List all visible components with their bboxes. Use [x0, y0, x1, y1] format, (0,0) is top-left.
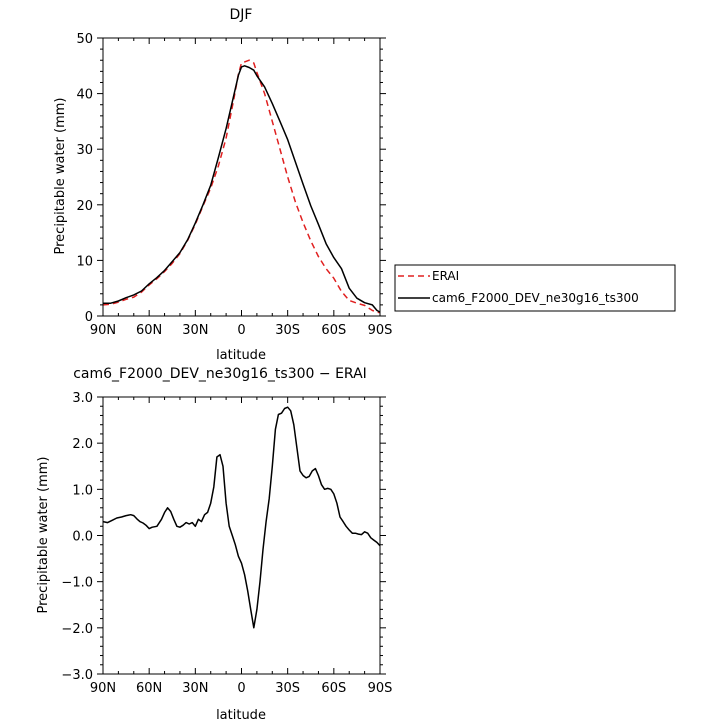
- y-tick-label: 50: [76, 32, 93, 47]
- y-tick-label: 0.0: [72, 530, 93, 545]
- x-tick-label: 60N: [136, 323, 162, 338]
- bottom-y-axis-label: Precipitable water (mm): [36, 457, 51, 614]
- x-tick-label: 90S: [368, 323, 393, 338]
- bottom-chart-title: cam6_F2000_DEV_ne30g16_ts300 − ERAI: [73, 366, 367, 382]
- y-tick-label: 20: [76, 199, 93, 214]
- y-tick-label: 1.0: [72, 483, 93, 498]
- x-tick-label: 0: [237, 681, 245, 696]
- y-tick-label: 0: [85, 310, 93, 325]
- top-chart-title: DJF: [230, 7, 253, 23]
- top-y-axis-label: Precipitable water (mm): [53, 98, 68, 255]
- x-tick-label: 60S: [321, 323, 346, 338]
- series-line-cam6: [103, 65, 381, 313]
- top-series-lines: [102, 59, 381, 314]
- legend-entry-cam6: cam6_F2000_DEV_ne30g16_ts300: [432, 291, 639, 305]
- legend: ERAI cam6_F2000_DEV_ne30g16_ts300: [394, 264, 676, 312]
- y-tick-label: 10: [76, 254, 93, 269]
- series-line-erai: [102, 59, 381, 314]
- bottom-x-axis-label: latitude: [216, 708, 266, 723]
- top-x-axis-label: latitude: [216, 348, 266, 363]
- x-tick-label: 90N: [90, 681, 116, 696]
- y-tick-label: −1.0: [61, 576, 93, 591]
- y-tick-label: −3.0: [61, 668, 93, 683]
- y-tick-label: 30: [76, 143, 93, 158]
- y-tick-label: 2.0: [72, 437, 93, 452]
- bottom-panel: cam6_F2000_DEV_ne30g16_ts300 − ERAI Prec…: [36, 366, 392, 723]
- series-line-difference: [102, 406, 381, 629]
- top-plot-frame: [102, 37, 381, 317]
- x-tick-label: 30N: [182, 681, 208, 696]
- legend-entry-erai: ERAI: [432, 269, 459, 283]
- x-tick-label: 30N: [182, 323, 208, 338]
- x-tick-label: 60S: [321, 681, 346, 696]
- top-axis-ticks: 90N 60N 30N 0 30S 60S 90S 0 10 20 30 40 50: [76, 32, 392, 338]
- bottom-axis-ticks: 90N 60N 30N 0 30S 60S 90S −3.0 −2.0 −1.0 0.0 1.0 2.0…: [61, 391, 392, 696]
- y-tick-label: 40: [76, 88, 93, 103]
- x-tick-label: 60N: [136, 681, 162, 696]
- x-tick-label: 90S: [368, 681, 393, 696]
- y-tick-label: 3.0: [72, 391, 93, 406]
- bottom-plot-frame: [102, 396, 381, 675]
- x-tick-label: 90N: [90, 323, 116, 338]
- y-tick-label: −2.0: [61, 622, 93, 637]
- legend-box: [394, 264, 676, 312]
- bottom-series-lines: [102, 406, 381, 629]
- top-panel: DJF Precipitable water (mm) latitude 90N…: [53, 7, 392, 363]
- x-tick-label: 30S: [275, 323, 300, 338]
- x-tick-label: 30S: [275, 681, 300, 696]
- x-tick-label: 0: [237, 323, 245, 338]
